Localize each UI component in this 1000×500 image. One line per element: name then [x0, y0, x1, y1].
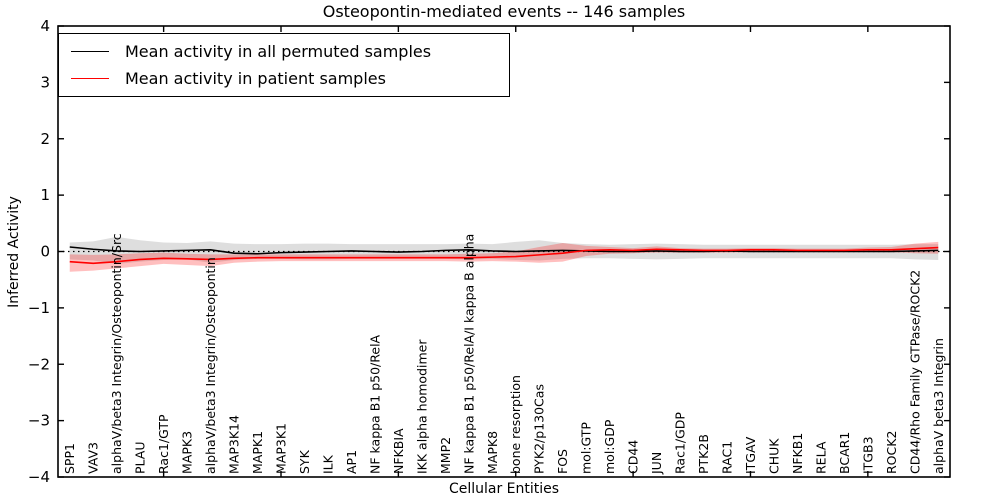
x-axis-label: Cellular Entities: [448, 481, 560, 497]
legend-label-permuted: Mean activity in all permuted samples: [125, 42, 432, 62]
x-tick-label: CHUK: [766, 438, 781, 474]
chart-title: Osteopontin-mediated events -- 146 sampl…: [322, 2, 686, 21]
y-tick-label: −3: [28, 412, 50, 430]
x-tick-label: NFKB1: [790, 433, 805, 474]
x-tick-label: JUN: [649, 452, 664, 475]
y-tick-label: 2: [40, 130, 50, 148]
mean-line-patient: [69, 246, 939, 265]
x-tick-label: MAPK8: [485, 431, 500, 474]
x-tick-label: IKK alpha homodimer: [414, 339, 429, 474]
x-tick-label: MAPK1: [250, 431, 265, 474]
x-tick-label: bone resorption: [508, 375, 523, 474]
legend-label-patient: Mean activity in patient samples: [125, 68, 386, 88]
legend: Mean activity in all permuted samples Me…: [58, 33, 510, 97]
x-tick-label: MAP3K1: [274, 423, 289, 474]
y-tick-label: 3: [40, 73, 50, 91]
permuted-line-swatch: [71, 51, 109, 53]
x-tick-label: Rac1/GDP: [673, 412, 688, 474]
x-tick-label: PYK2/p130Cas: [532, 384, 547, 474]
patient-line-swatch: [71, 77, 109, 79]
x-tick-label: RELA: [813, 441, 828, 474]
x-tick-label: FOS: [555, 449, 570, 474]
x-tick-label: ROCK2: [884, 431, 899, 474]
x-tick-label: ITGB3: [860, 436, 875, 474]
x-tick-label: ITGAV: [743, 436, 758, 474]
x-tick-label: PLAU: [133, 442, 148, 475]
x-tick-label: VAV3: [86, 442, 101, 474]
legend-item-patient: Mean activity in patient samples: [59, 69, 509, 88]
x-tick-label: NF kappa B1 p50/RelA: [367, 334, 382, 474]
x-tick-label: Rac1/GTP: [156, 414, 171, 474]
x-tick-label: MAPK3: [180, 431, 195, 474]
x-tick-label: alphaV/beta3 Integrin/Osteopontin: [203, 257, 218, 474]
x-tick-label: alphaV/beta3 Integrin/Osteopontin/Src: [109, 233, 124, 474]
x-tick-label: mol:GTP: [579, 422, 594, 474]
y-tick-label: −2: [28, 355, 50, 373]
x-tick-label: PTK2B: [696, 434, 711, 474]
y-tick-label: 1: [40, 186, 50, 204]
x-tick-label: mol:GDP: [602, 419, 617, 474]
x-tick-label: RAC1: [720, 441, 735, 474]
x-tick-label: SYK: [297, 449, 312, 474]
legend-item-permuted: Mean activity in all permuted samples: [59, 42, 509, 61]
x-tick-label: MMP2: [438, 437, 453, 474]
y-tick-label: −4: [28, 468, 50, 486]
mean-line-permuted: [69, 246, 939, 255]
x-tick-label: MAP3K14: [227, 415, 242, 474]
x-tick-label: AP1: [344, 450, 359, 474]
x-tick-label: ILK: [320, 454, 335, 474]
x-tick-label: NFKBIA: [391, 428, 406, 474]
y-tick-label: 0: [40, 243, 50, 261]
y-axis-label: Inferred Activity: [6, 196, 22, 308]
x-tick-label: NF kappa B1 p50/RelA/I kappa B alpha: [461, 234, 476, 474]
y-tick-label: −1: [28, 299, 50, 317]
x-tick-label: SPP1: [62, 443, 77, 474]
x-tick-label: alphaV beta3 Integrin: [931, 338, 946, 474]
x-tick-label: CD44/Rho Family GTPase/ROCK2: [907, 270, 922, 474]
x-tick-label: BCAR1: [837, 432, 852, 474]
x-tick-label: CD44: [626, 440, 641, 474]
y-tick-label: 4: [40, 17, 50, 35]
